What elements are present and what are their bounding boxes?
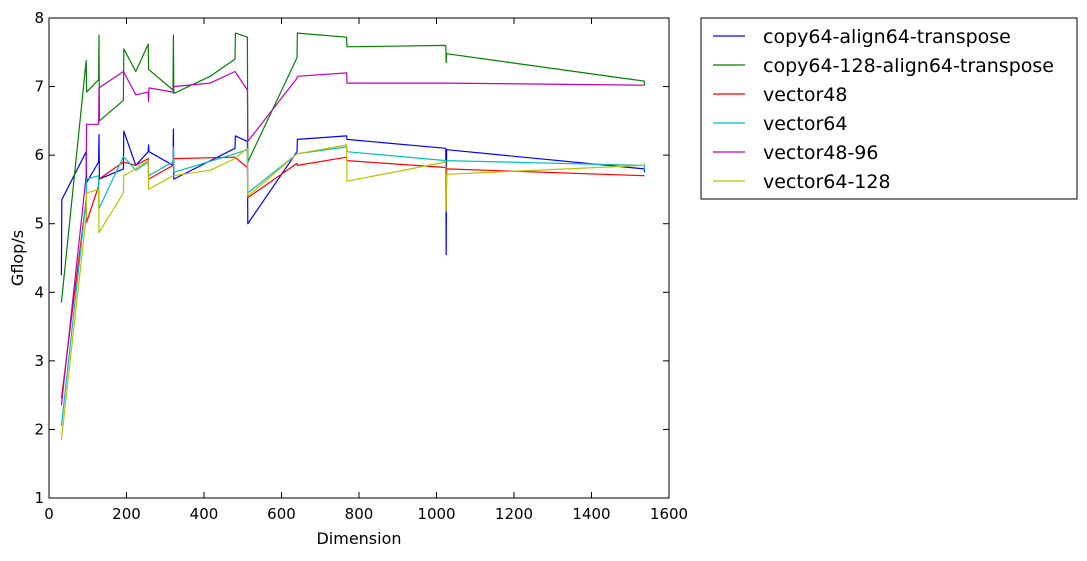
series-line-5 — [60, 70, 645, 406]
series-line-3 — [60, 156, 645, 399]
legend-label-2: copy64-128-align64-transpose — [763, 55, 1054, 77]
x-tick-label: 200 — [112, 505, 141, 523]
series-line-6 — [60, 144, 646, 440]
ticks-layer: 0 200 400 600 800 1000 1200 1400 1600 1 2 3 4 5 6 7 8 — [34, 9, 688, 523]
x-tick-label: 0 — [44, 505, 54, 523]
y-tick-label: 1 — [34, 489, 44, 507]
plot-frame — [48, 17, 670, 499]
y-tick-label: 3 — [34, 352, 44, 370]
x-tick-label: 800 — [345, 505, 374, 523]
legend: copy64-align64-transpose copy64-128-align… — [700, 17, 1078, 200]
x-tick-label: 1200 — [495, 505, 533, 523]
legend-label-5: vector48-96 — [763, 142, 878, 164]
series-line-1 — [60, 128, 646, 276]
y-tick-label: 4 — [34, 283, 44, 301]
x-tick-label: 400 — [190, 505, 219, 523]
y-tick-label: 6 — [34, 146, 44, 164]
plot-frame-layer — [48, 17, 670, 499]
legend-label-3: vector48 — [763, 84, 847, 106]
x-axis-title: Dimension — [316, 529, 401, 548]
series-layer — [60, 32, 646, 440]
legend-label-4: vector64 — [763, 113, 847, 135]
y-axis-title: Gflop/s — [8, 230, 27, 286]
x-tick-label: 1000 — [417, 505, 455, 523]
x-tick-label: 1400 — [572, 505, 610, 523]
x-tick-label: 1600 — [650, 505, 688, 523]
y-tick-label: 7 — [34, 78, 44, 96]
legend-label-6: vector64-128 — [763, 171, 891, 193]
y-tick-label: 5 — [34, 215, 44, 233]
y-tick-label: 2 — [34, 420, 44, 438]
x-tick-label: 600 — [267, 505, 296, 523]
legend-label-1: copy64-align64-transpose — [763, 26, 1011, 48]
legend-box — [700, 17, 1078, 200]
y-tick-label: 8 — [34, 9, 44, 27]
